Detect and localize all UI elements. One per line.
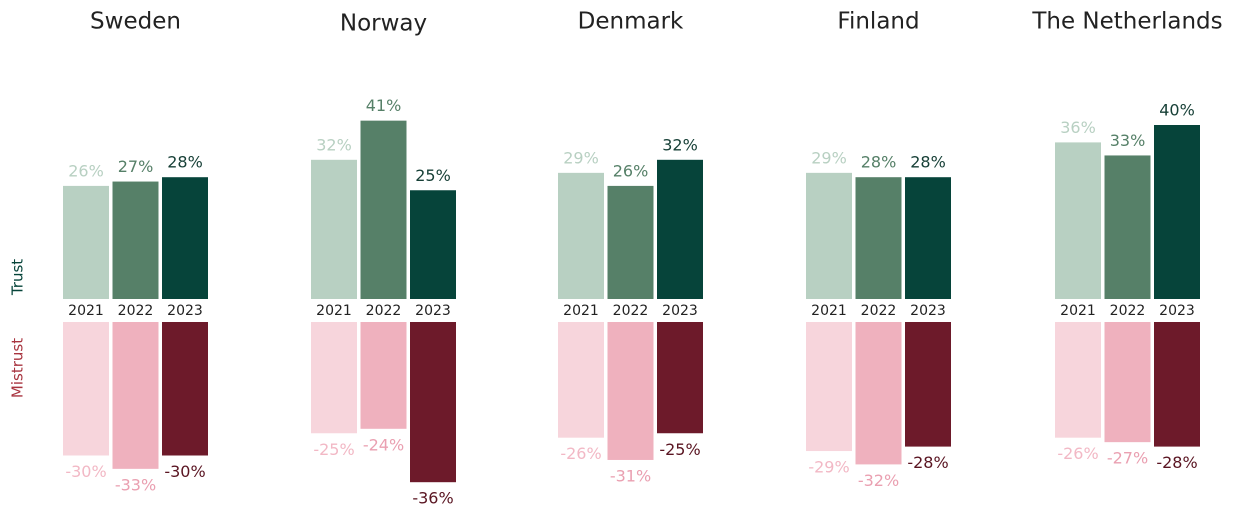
trust-label: Trust <box>9 259 27 296</box>
mistrust-value-label: -30% <box>164 462 205 481</box>
mistrust-bar <box>1055 322 1101 438</box>
trust-bar <box>311 159 357 299</box>
year-label: 2023 <box>910 303 946 319</box>
trust-value-label: 36% <box>1060 118 1096 137</box>
mistrust-value-label: -26% <box>1057 444 1098 463</box>
trust-value-label: 28% <box>910 153 946 172</box>
trust-bar <box>63 185 109 299</box>
panel-title: The Netherlands <box>1031 9 1222 35</box>
mistrust-value-label: -31% <box>610 466 651 485</box>
mistrust-bar <box>360 322 407 429</box>
mistrust-value-label: -25% <box>659 440 700 459</box>
year-label: 2021 <box>316 303 352 319</box>
year-label: 2023 <box>662 303 698 319</box>
year-label: 2022 <box>613 303 649 319</box>
year-label: 2021 <box>563 303 599 319</box>
year-label: 2023 <box>1159 303 1195 319</box>
mistrust-value-label: -32% <box>858 471 899 490</box>
mistrust-value-label: -26% <box>560 444 601 463</box>
mistrust-value-label: -24% <box>363 435 404 454</box>
mistrust-bar <box>855 322 902 465</box>
mistrust-value-label: -29% <box>808 458 849 477</box>
mistrust-value-label: -28% <box>1156 453 1197 472</box>
panel-title: Norway <box>340 11 427 37</box>
trust-bar <box>162 177 208 299</box>
trust-bar <box>410 190 456 299</box>
trust-value-label: 29% <box>563 148 599 167</box>
trust-bar <box>1104 155 1151 299</box>
trust-bar <box>657 159 703 299</box>
mistrust-value-label: -25% <box>313 440 354 459</box>
mistrust-bar <box>657 322 703 434</box>
mistrust-bar <box>311 322 357 434</box>
trust-bar <box>806 172 852 299</box>
trust-bar <box>855 177 902 299</box>
trust-bar <box>905 177 951 299</box>
trust-value-label: 25% <box>415 166 451 185</box>
trust-value-label: 33% <box>1110 131 1146 150</box>
trust-value-label: 26% <box>68 161 104 180</box>
mistrust-value-label: -28% <box>907 453 948 472</box>
trust-bar <box>360 120 407 300</box>
trust-value-label: 26% <box>613 161 649 180</box>
trust-value-label: 29% <box>811 148 847 167</box>
mistrust-bar <box>63 322 109 456</box>
trust-bar <box>607 185 654 299</box>
mistrust-bar <box>112 322 159 469</box>
trust-value-label: 32% <box>316 135 352 154</box>
trust-value-label: 32% <box>662 135 698 154</box>
trust-value-label: 41% <box>366 96 402 115</box>
mistrust-bar <box>607 322 654 460</box>
mistrust-bar <box>806 322 852 452</box>
mistrust-value-label: -27% <box>1107 449 1148 468</box>
trust-value-label: 40% <box>1159 101 1195 120</box>
year-label: 2022 <box>861 303 897 319</box>
mistrust-bar <box>905 322 951 447</box>
year-label: 2022 <box>366 303 402 319</box>
year-label: 2023 <box>415 303 451 319</box>
mistrust-value-label: -36% <box>412 489 453 508</box>
mistrust-bar <box>1154 322 1200 447</box>
mistrust-bar <box>162 322 208 456</box>
year-label: 2021 <box>811 303 847 319</box>
panel-title: Sweden <box>90 9 181 35</box>
mistrust-bar <box>410 322 456 483</box>
trust-bar <box>558 172 604 299</box>
trust-bar <box>112 181 159 299</box>
trust-value-label: 28% <box>861 153 897 172</box>
year-label: 2022 <box>1110 303 1146 319</box>
mistrust-label: Mistrust <box>9 338 27 398</box>
year-label: 2022 <box>118 303 154 319</box>
year-label: 2021 <box>68 303 104 319</box>
trust-bar <box>1154 125 1200 299</box>
year-label: 2023 <box>167 303 203 319</box>
trust-bar <box>1055 142 1101 299</box>
mistrust-bar <box>1104 322 1151 443</box>
mistrust-value-label: -33% <box>115 475 156 494</box>
mistrust-bar <box>558 322 604 438</box>
trust-value-label: 28% <box>167 153 203 172</box>
panel-title: Finland <box>837 9 919 35</box>
trust-value-label: 27% <box>118 157 154 176</box>
mistrust-value-label: -30% <box>65 462 106 481</box>
panel-title: Denmark <box>578 9 684 35</box>
year-label: 2021 <box>1060 303 1096 319</box>
